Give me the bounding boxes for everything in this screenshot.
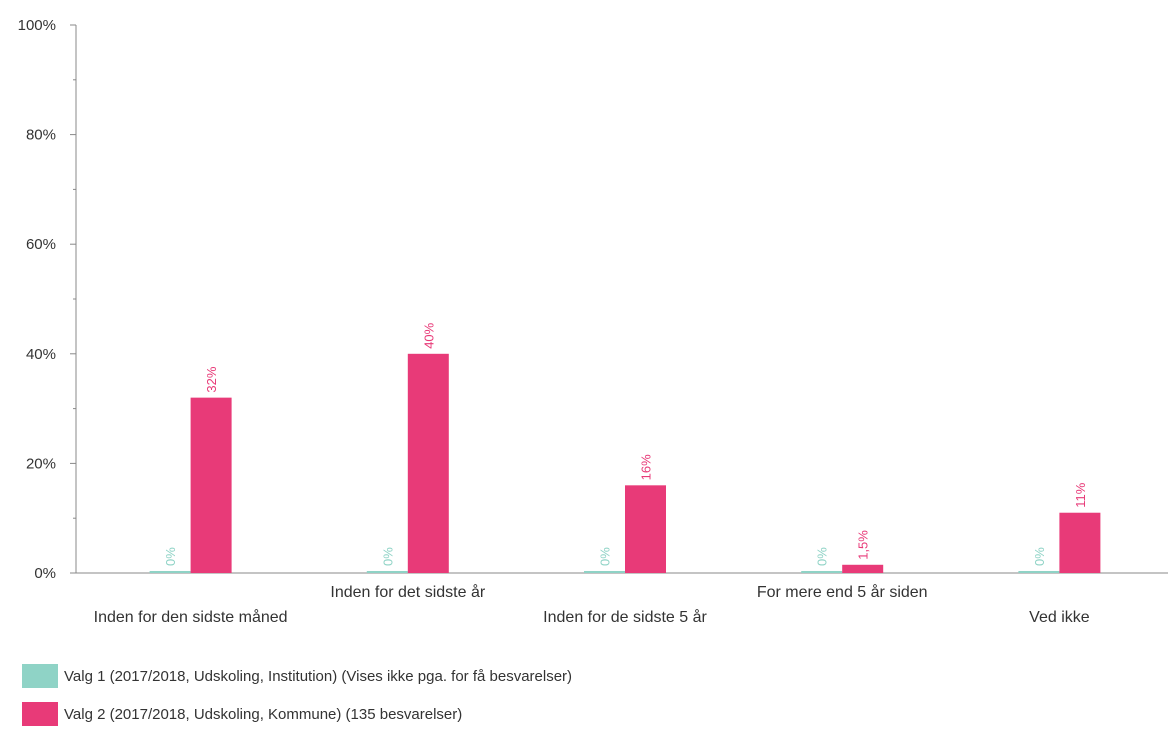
legend-label-series-1: Valg 1 (2017/2018, Udskoling, Institutio…: [64, 667, 573, 685]
bar-series-1: [801, 571, 843, 573]
bar-chart: 0% 20% 40% 60% 80% 100% 0% 32% Inden for den sid…: [18, 17, 1168, 626]
x-category-label: Inden for det sidste år: [330, 583, 485, 601]
bar-series-1: [149, 571, 191, 573]
y-tick-label: 100%: [18, 17, 56, 34]
bar-series-1: [366, 571, 408, 573]
data-label-series-2: 16%: [639, 454, 654, 480]
x-category-label: Inden for den sidste måned: [94, 608, 288, 626]
bar-series-2: [1059, 512, 1101, 573]
y-tick-label: 40%: [26, 346, 56, 363]
data-label-series-1: 0%: [380, 547, 395, 566]
data-label-series-2: 1,5%: [856, 530, 871, 560]
x-category-label: For mere end 5 år siden: [757, 583, 928, 601]
legend-swatch-series-2: [22, 702, 58, 726]
data-label-series-2: 11%: [1073, 482, 1088, 507]
data-label-series-1: 0%: [815, 547, 830, 566]
bar-series-2: [190, 397, 232, 573]
bar-series-1: [584, 571, 625, 573]
data-label-series-2: 40%: [421, 322, 436, 348]
x-category-label: Inden for de sidste 5 år: [543, 608, 707, 626]
legend-swatch-series-1: [22, 664, 58, 688]
data-label-series-2: 32%: [204, 366, 219, 392]
y-tick-label: 60%: [26, 236, 56, 253]
bar-series-1: [1018, 571, 1060, 573]
y-tick-label: 0%: [34, 565, 56, 582]
bar-series-2: [625, 485, 666, 573]
bar-series-2: [407, 353, 449, 573]
y-tick-label: 80%: [26, 127, 56, 144]
legend-label-series-2: Valg 2 (2017/2018, Udskoling, Kommune) (…: [64, 705, 463, 723]
bar-series-2: [842, 564, 884, 573]
data-label-series-1: 0%: [598, 547, 613, 566]
data-label-series-1: 0%: [1032, 547, 1047, 566]
legend-item-series-1: Valg 1 (2017/2018, Udskoling, Institutio…: [22, 664, 572, 688]
y-tick-label: 20%: [26, 455, 56, 472]
x-category-label: Ved ikke: [1029, 609, 1090, 626]
chart-legend: Valg 1 (2017/2018, Udskoling, Institutio…: [22, 664, 572, 740]
data-label-series-1: 0%: [163, 547, 178, 566]
legend-item-series-2: Valg 2 (2017/2018, Udskoling, Kommune) (…: [22, 702, 572, 726]
